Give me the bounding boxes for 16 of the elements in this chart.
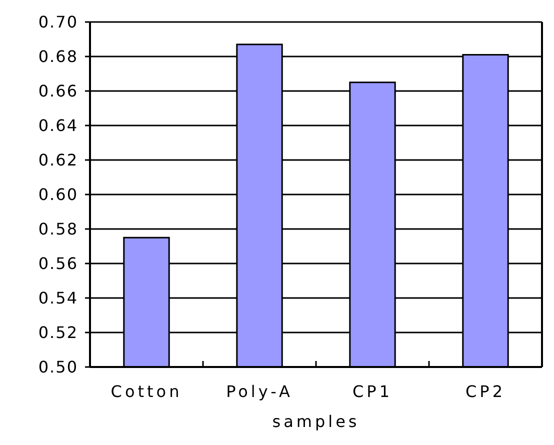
y-tick-label: 0.56 [38, 254, 78, 274]
y-tick-label: 0.60 [38, 185, 78, 204]
x-tick-label: Cotton [110, 382, 182, 401]
y-tick-label: 0.50 [38, 358, 78, 377]
y-tick-label: 0.64 [38, 116, 78, 136]
y-tick-label: 0.66 [38, 82, 78, 101]
y-tick-label: 0.54 [38, 288, 78, 308]
y-tick-label: 0.52 [38, 323, 78, 342]
y-tick-label: 0.68 [38, 47, 78, 66]
y-tick-label: 0.70 [38, 12, 78, 32]
x-tick-label: CP1 [352, 382, 392, 401]
x-tick-label: Poly-A [226, 382, 293, 401]
x-axis-title: samples [272, 412, 360, 431]
x-tick-label: CP2 [466, 382, 506, 401]
y-tick-label: 0.58 [38, 220, 78, 239]
y-tick-label: 0.62 [38, 150, 78, 170]
